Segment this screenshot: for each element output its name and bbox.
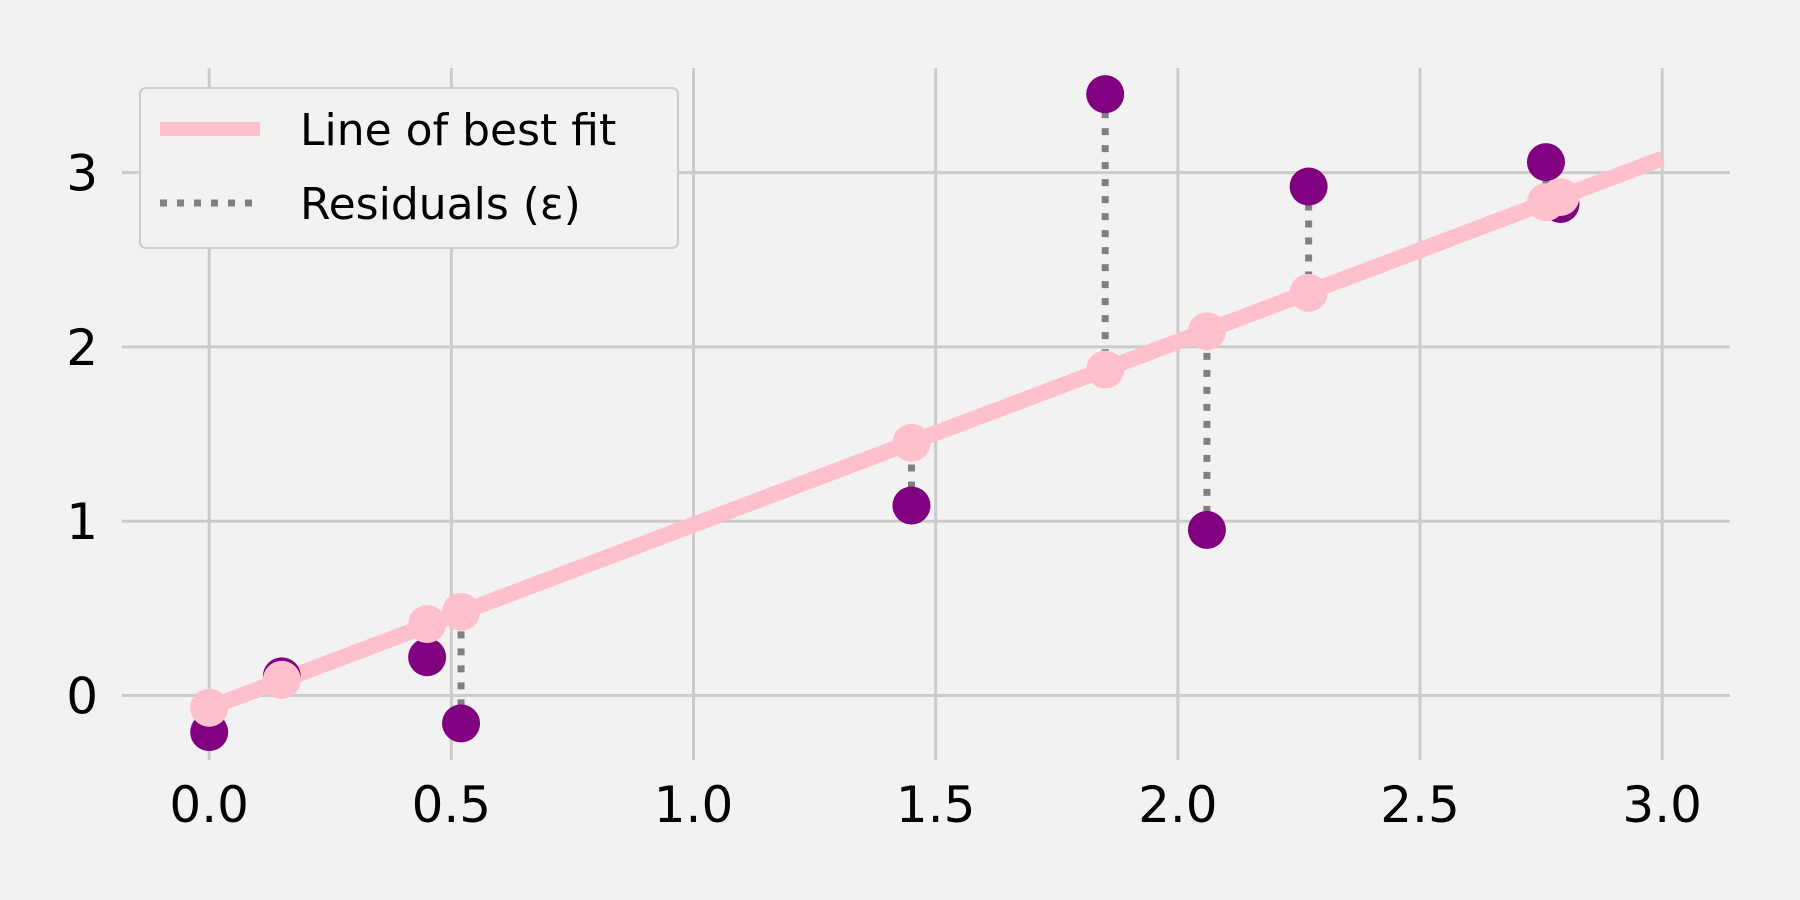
observed-point [1187,510,1226,549]
x-tick-label: 0.0 [169,776,249,834]
x-tick-label: 2.5 [1380,776,1460,834]
observed-point [1526,143,1565,182]
fitted-point [442,592,481,631]
y-tick-label: 3 [66,145,98,203]
observed-point [892,486,931,525]
fitted-point [408,605,447,644]
x-tick-label: 2.0 [1138,776,1218,834]
observed-point [408,638,447,677]
observed-point [442,704,481,743]
y-tick-label: 2 [66,319,98,377]
observed-point [1086,75,1125,114]
x-tick-label: 1.5 [896,776,976,834]
legend-box [139,87,679,249]
y-tick-label: 0 [66,668,98,726]
legend: Line of best fit Residuals (ε) [139,87,679,249]
fitted-point [1541,177,1580,216]
fitted-point [190,688,229,727]
x-tick-label: 0.5 [412,776,492,834]
fitted-point [1289,273,1328,312]
x-tick-labels: 0.0 0.5 1.0 1.5 2.0 2.5 3.0 [169,776,1702,834]
legend-fit-label: Line of best fit [300,105,616,156]
fitted-point [892,423,931,462]
fitted-point [1086,350,1125,389]
fitted-points [190,177,1580,727]
legend-residual-label: Residuals (ε) [300,179,581,230]
observed-point [1289,167,1328,206]
y-tick-label: 1 [66,493,98,551]
x-tick-label: 3.0 [1622,776,1702,834]
x-tick-label: 1.0 [654,776,734,834]
fitted-point [262,660,301,699]
fitted-point [1187,312,1226,351]
y-tick-labels: 0 1 2 3 [66,145,98,726]
